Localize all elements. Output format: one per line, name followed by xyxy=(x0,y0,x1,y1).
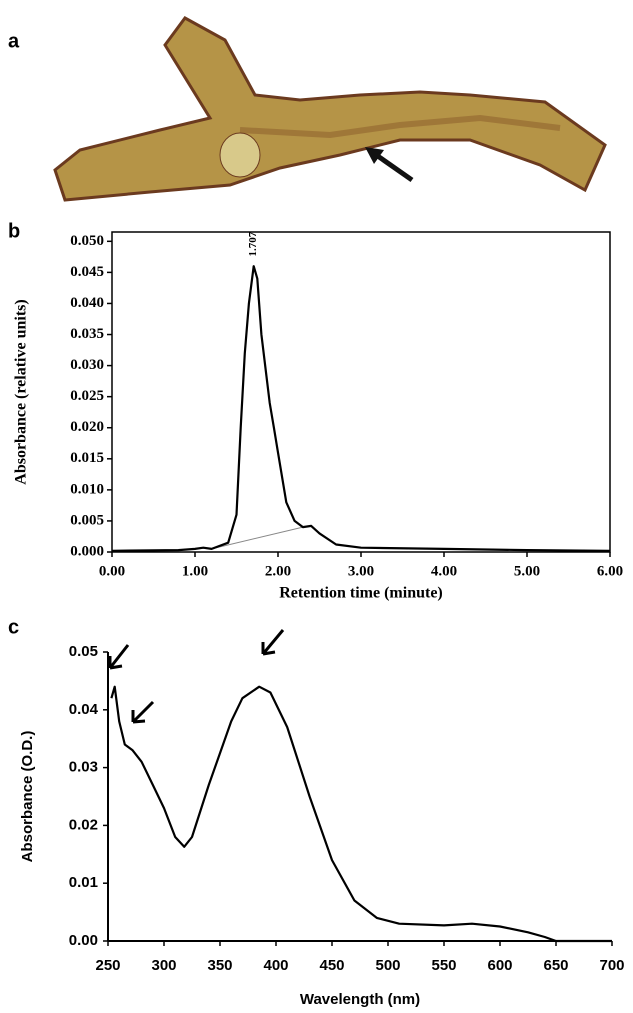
y-axis-title: Absorbance (relative units) xyxy=(13,299,30,484)
y-tick-label: 0.03 xyxy=(69,759,98,776)
y-tick-label: 0.000 xyxy=(70,543,104,559)
x-tick-label: 6.00 xyxy=(597,563,623,579)
x-axis-title: Retention time (minute) xyxy=(279,585,443,602)
arrow xyxy=(131,700,155,724)
x-tick-label: 1.00 xyxy=(182,563,208,579)
y-tick-label: 0.00 xyxy=(69,932,98,949)
x-tick-label: 5.00 xyxy=(514,563,540,579)
y-tick-label: 0.04 xyxy=(69,701,99,718)
y-axis-title: Absorbance (O.D.) xyxy=(19,731,36,863)
x-tick-label: 600 xyxy=(487,957,512,974)
y-tick-label: 0.01 xyxy=(69,874,98,891)
x-tick-label: 650 xyxy=(543,957,568,974)
specimen-photo xyxy=(53,16,607,202)
y-tick-label: 0.045 xyxy=(70,264,104,280)
baseline xyxy=(211,526,304,550)
arrow xyxy=(108,644,130,670)
x-tick-label: 3.00 xyxy=(348,563,374,579)
plot-frame xyxy=(111,231,611,553)
x-tick-label: 300 xyxy=(151,957,176,974)
branch xyxy=(53,16,607,202)
y-tick-label: 0.035 xyxy=(70,326,104,342)
chromatogram: 0.00 1.00 2.00 3.00 4.00 5.00 6.00 0.000 0.005 0.… xyxy=(13,231,623,602)
y-tick-label: 0.030 xyxy=(70,357,104,373)
branch-texture xyxy=(239,114,561,139)
y-tick-label: 0.05 xyxy=(69,643,98,660)
y-tick-label: 0.040 xyxy=(70,295,104,311)
y-tick-label: 0.005 xyxy=(70,512,104,528)
panel-label: b xyxy=(8,220,20,242)
x-tick-label: 0.00 xyxy=(99,563,125,579)
panel-label: c xyxy=(8,616,19,638)
y-tick-label: 0.02 xyxy=(69,816,98,833)
data-line xyxy=(111,265,611,552)
y-tick-label: 0.015 xyxy=(70,450,104,466)
x-tick-label: 250 xyxy=(95,957,120,974)
panel-label: a xyxy=(8,30,20,52)
spectrum: 250 300 350 400 450 500 550 600 650 700 0.00 0.01 0.… xyxy=(19,629,625,1008)
y-tick-label: 0.050 xyxy=(70,233,104,249)
x-tick-label: 2.00 xyxy=(265,563,291,579)
x-tick-label: 450 xyxy=(319,957,344,974)
x-axis-title: Wavelength (nm) xyxy=(300,991,420,1008)
y-tick-label: 0.010 xyxy=(70,481,104,497)
x-tick-label: 700 xyxy=(599,957,624,974)
data-line xyxy=(110,685,612,943)
x-tick-label: 500 xyxy=(375,957,400,974)
peak-label: 1.707 xyxy=(247,231,259,256)
arrow-head xyxy=(365,147,384,164)
arrow xyxy=(261,629,285,656)
x-tick-label: 400 xyxy=(263,957,288,974)
y-tick-label: 0.020 xyxy=(70,419,104,435)
x-tick-label: 350 xyxy=(207,957,232,974)
y-tick-label: 0.025 xyxy=(70,388,104,404)
x-tick-label: 4.00 xyxy=(431,563,457,579)
node xyxy=(219,132,261,178)
x-tick-label: 550 xyxy=(431,957,456,974)
